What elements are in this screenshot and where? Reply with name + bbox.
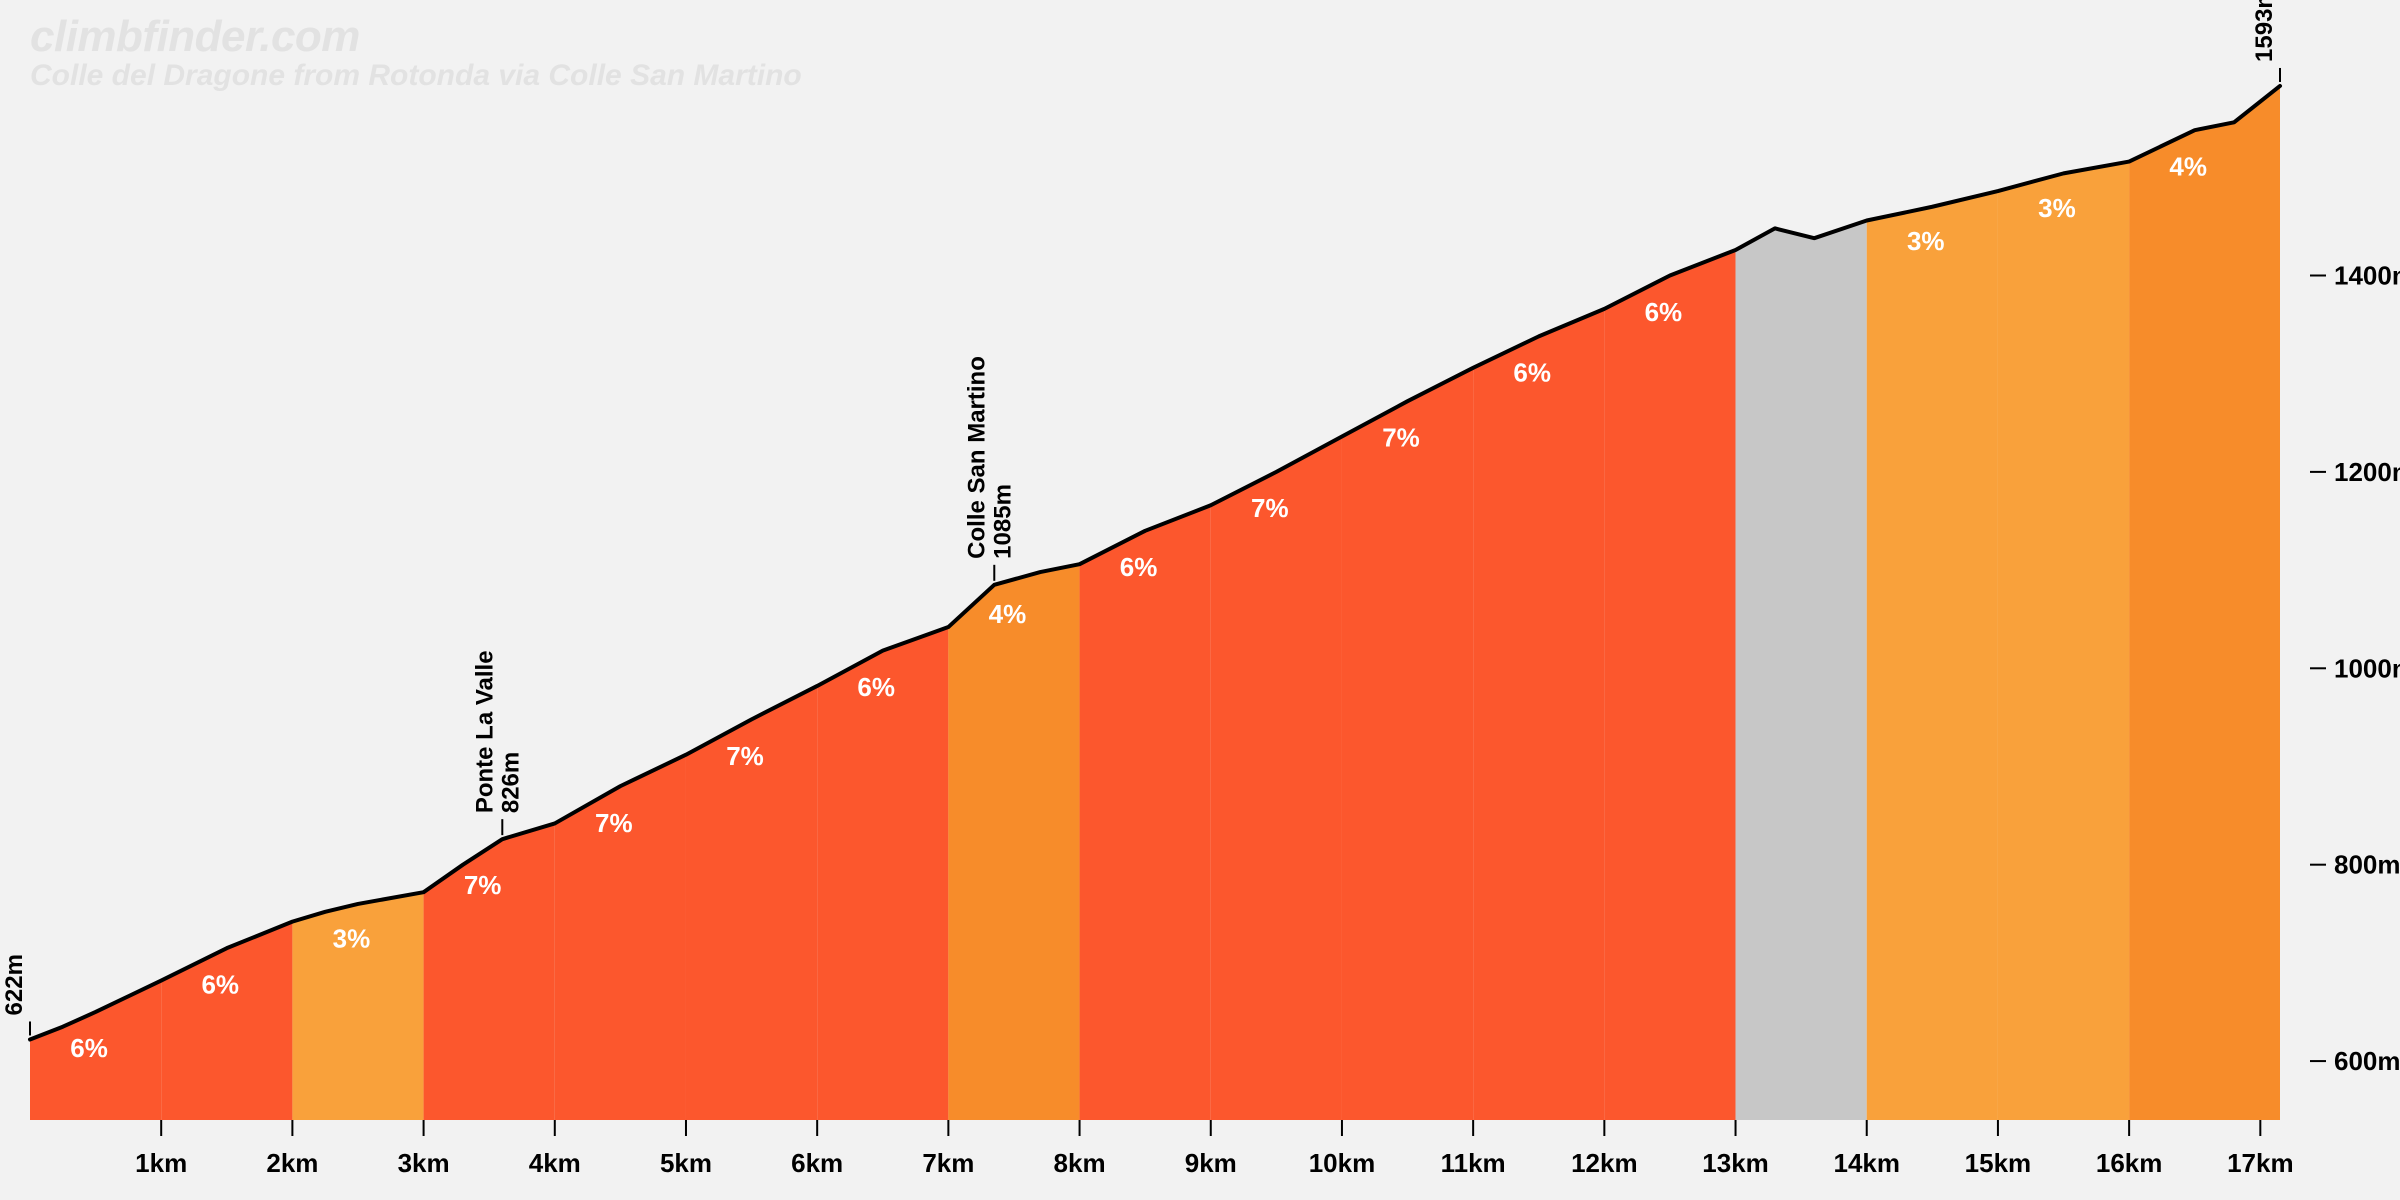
gradient-label: 7% bbox=[464, 870, 502, 900]
gradient-label: 6% bbox=[1513, 358, 1551, 388]
gradient-label: 6% bbox=[1645, 297, 1683, 327]
gradient-segment bbox=[1342, 368, 1473, 1120]
gradient-label: 3% bbox=[1907, 226, 1945, 256]
x-tick-label: 4km bbox=[529, 1148, 581, 1178]
x-tick-label: 16km bbox=[2096, 1148, 2163, 1178]
poi-name: Colle San Martino bbox=[963, 356, 990, 559]
poi-elev: 1085m bbox=[989, 484, 1016, 559]
watermark-subtitle: Colle del Dragone from Rotonda via Colle… bbox=[30, 60, 802, 92]
x-tick-label: 5km bbox=[660, 1148, 712, 1178]
gradient-label: 6% bbox=[201, 969, 239, 999]
gradient-label: 7% bbox=[595, 808, 633, 838]
y-tick-label: 800m bbox=[2334, 850, 2400, 880]
x-tick-label: 7km bbox=[922, 1148, 974, 1178]
gradient-segment bbox=[1080, 505, 1211, 1120]
x-tick-label: 9km bbox=[1185, 1148, 1237, 1178]
gradient-label: 6% bbox=[1120, 552, 1158, 582]
x-tick-label: 10km bbox=[1309, 1148, 1376, 1178]
gradient-segment bbox=[2129, 86, 2280, 1120]
poi-label-group: Ponte La Valle826m bbox=[471, 650, 524, 813]
y-tick-label: 1000m bbox=[2334, 653, 2400, 683]
gradient-segment bbox=[424, 823, 555, 1120]
y-tick-label: 1200m bbox=[2334, 457, 2400, 487]
gradient-label: 6% bbox=[857, 672, 895, 702]
gradient-label: 3% bbox=[333, 924, 371, 954]
gradient-segment bbox=[1867, 191, 1998, 1120]
x-tick-label: 13km bbox=[1702, 1148, 1769, 1178]
x-tick-label: 17km bbox=[2227, 1148, 2294, 1178]
x-tick-label: 6km bbox=[791, 1148, 843, 1178]
gradient-segment bbox=[1211, 437, 1342, 1120]
gradient-label: 4% bbox=[989, 599, 1027, 629]
elevation-chart: climbfinder.com Colle del Dragone from R… bbox=[0, 0, 2400, 1200]
x-tick-label: 8km bbox=[1054, 1148, 1106, 1178]
poi-elev: 826m bbox=[497, 752, 524, 813]
end-elev-label: 1593m bbox=[2251, 0, 2278, 62]
x-tick-label: 2km bbox=[266, 1148, 318, 1178]
gradient-label: 7% bbox=[1382, 423, 1420, 453]
x-tick-label: 12km bbox=[1571, 1148, 1638, 1178]
x-tick-label: 15km bbox=[1965, 1148, 2032, 1178]
gradient-label: 3% bbox=[2038, 193, 2076, 223]
gradient-label: 7% bbox=[726, 741, 764, 771]
x-tick-label: 3km bbox=[398, 1148, 450, 1178]
x-tick-label: 11km bbox=[1441, 1148, 1506, 1178]
gradient-segment bbox=[1736, 221, 1867, 1120]
gradient-segment bbox=[1604, 250, 1735, 1120]
watermark-title: climbfinder.com bbox=[30, 14, 802, 60]
gradient-segment bbox=[948, 564, 1079, 1120]
x-tick-label: 1km bbox=[135, 1148, 187, 1178]
poi-name: Ponte La Valle bbox=[471, 650, 498, 813]
gradient-segment bbox=[1473, 309, 1604, 1120]
gradient-label: 4% bbox=[2169, 151, 2207, 181]
start-elev-label: 622m bbox=[1, 954, 28, 1015]
chart-svg: 6% 6% 3% 7% 7% 7% 6% 4% 6% 7% 7% 6% 6% 3% 3% 4% 1km 2km 3k… bbox=[0, 0, 2400, 1200]
gradient-segment bbox=[161, 922, 292, 1120]
watermark: climbfinder.com Colle del Dragone from R… bbox=[30, 14, 802, 92]
gradient-segment bbox=[1998, 162, 2129, 1120]
y-tick-label: 600m bbox=[2334, 1046, 2400, 1076]
poi-label-group: Colle San Martino1085m bbox=[963, 356, 1016, 559]
x-tick-label: 14km bbox=[1833, 1148, 1900, 1178]
gradient-label: 7% bbox=[1251, 493, 1289, 523]
gradient-label: 6% bbox=[70, 1033, 108, 1063]
y-tick-label: 1400m bbox=[2334, 260, 2400, 290]
